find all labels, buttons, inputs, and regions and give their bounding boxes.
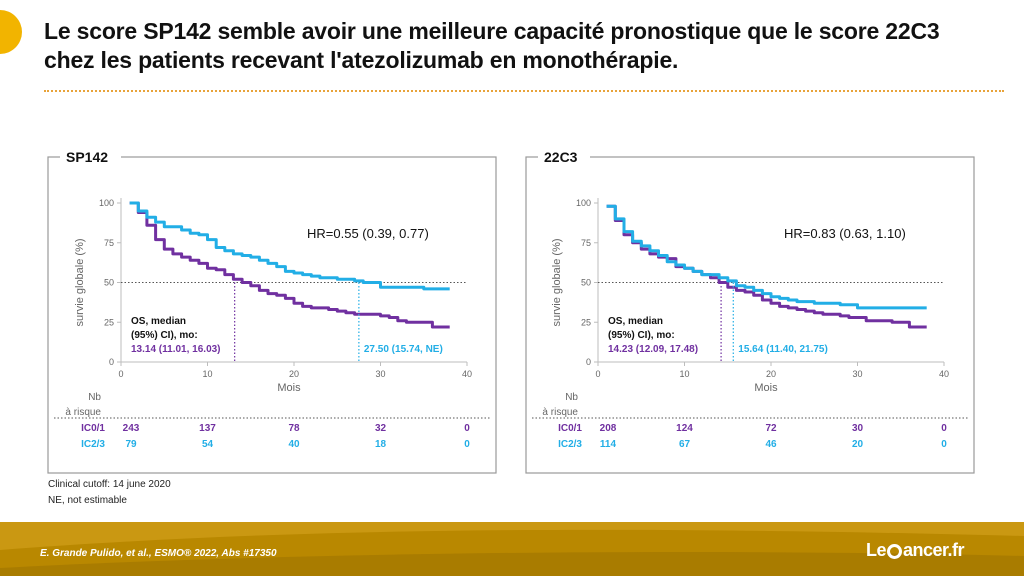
- x-tick-label-sp142: 10: [202, 369, 212, 379]
- y-axis-label-22c3: survie globale (%): [551, 238, 563, 326]
- risk-count-ic01-22c3: 208: [600, 423, 617, 434]
- corner-accent-circle: [0, 10, 22, 54]
- km-curve-ic01-sp142: [129, 201, 450, 329]
- x-axis-label-22c3: Mois: [754, 382, 778, 394]
- x-axis-label-sp142: Mois: [277, 382, 301, 394]
- risk-header-line2-22c3: à risque: [542, 407, 578, 418]
- y-tick-label-sp142: 100: [99, 198, 114, 208]
- risk-count-ic01-sp142: 0: [464, 423, 470, 434]
- brand-prefix: Le: [866, 540, 887, 560]
- y-tick-label-22c3: 75: [581, 238, 591, 248]
- y-tick-label-22c3: 0: [586, 357, 591, 367]
- x-tick-label-22c3: 10: [679, 369, 689, 379]
- title-divider: [44, 90, 1004, 92]
- footnote-cutoff: Clinical cutoff: 14 june 2020: [48, 479, 171, 490]
- risk-row-label-ic01-sp142: IC0/1: [81, 423, 105, 434]
- hr-label-22c3: HR=0.83 (0.63, 1.10): [784, 226, 906, 241]
- median-value-ic01-sp142: 13.14 (11.01, 16.03): [131, 344, 221, 355]
- chart-title-sp142: SP142: [66, 149, 108, 165]
- km-curve-ic23-22c3: [606, 204, 927, 310]
- x-tick-label-22c3: 40: [939, 369, 949, 379]
- y-tick-label-22c3: 50: [581, 278, 591, 288]
- risk-count-ic01-sp142: 243: [123, 423, 140, 434]
- y-tick-label-22c3: 100: [576, 198, 591, 208]
- risk-header-line2-sp142: à risque: [65, 407, 101, 418]
- y-tick-label-sp142: 50: [104, 278, 114, 288]
- x-tick-label-sp142: 20: [289, 369, 299, 379]
- hr-label-sp142: HR=0.55 (0.39, 0.77): [307, 226, 429, 241]
- median-title-line1-sp142: OS, median: [131, 316, 186, 327]
- x-tick-label-sp142: 40: [462, 369, 472, 379]
- risk-count-ic23-22c3: 67: [679, 439, 691, 450]
- y-tick-label-sp142: 25: [104, 317, 114, 327]
- risk-count-ic01-sp142: 78: [288, 423, 300, 434]
- risk-count-ic23-22c3: 0: [941, 439, 947, 450]
- risk-count-ic01-22c3: 124: [676, 423, 693, 434]
- risk-row-label-ic23-sp142: IC2/3: [81, 439, 105, 450]
- risk-count-ic23-22c3: 46: [765, 439, 777, 450]
- x-tick-label-22c3: 30: [852, 369, 862, 379]
- chart-frame-sp142: [47, 156, 497, 474]
- chart-title-22c3: 22C3: [544, 149, 578, 165]
- brand-c-icon: [887, 544, 903, 559]
- median-title-line1-22c3: OS, median: [608, 316, 663, 327]
- x-tick-label-22c3: 0: [595, 369, 600, 379]
- risk-count-ic23-sp142: 40: [288, 439, 300, 450]
- footnote-ne: NE, not estimable: [48, 495, 127, 506]
- risk-count-ic01-22c3: 0: [941, 423, 947, 434]
- median-value-ic23-22c3: 15.64 (11.40, 21.75): [738, 344, 828, 355]
- km-curve-ic23-sp142: [129, 201, 450, 291]
- footer-band: [0, 522, 1024, 576]
- citation: E. Grande Pulido, et al., ESMO® 2022, Ab…: [40, 548, 277, 559]
- slide-title: Le score SP142 semble avoir une meilleur…: [44, 18, 940, 73]
- y-tick-label-sp142: 75: [104, 238, 114, 248]
- risk-count-ic23-22c3: 114: [600, 439, 617, 450]
- brand-logo: Le ancer.fr: [866, 540, 965, 561]
- y-axis-label-sp142: survie globale (%): [74, 238, 86, 326]
- chart-title-bg-sp142: [60, 148, 121, 166]
- median-value-ic23-sp142: 27.50 (15.74, NE): [364, 344, 443, 355]
- risk-count-ic23-sp142: 0: [464, 439, 470, 450]
- chart-frame-22c3: [525, 156, 975, 474]
- risk-count-ic23-sp142: 54: [202, 439, 214, 450]
- risk-count-ic01-sp142: 32: [375, 423, 387, 434]
- risk-header-line1-sp142: Nb: [88, 392, 101, 403]
- median-title-line2-22c3: (95%) CI), mo:: [608, 330, 675, 341]
- risk-count-ic01-22c3: 30: [852, 423, 864, 434]
- risk-count-ic23-22c3: 20: [852, 439, 864, 450]
- y-tick-label-22c3: 25: [581, 317, 591, 327]
- risk-header-line1-22c3: Nb: [565, 392, 578, 403]
- risk-count-ic01-sp142: 137: [199, 423, 216, 434]
- median-title-line2-sp142: (95%) CI), mo:: [131, 330, 198, 341]
- y-tick-label-sp142: 0: [109, 357, 114, 367]
- chart-title-bg-22c3: [538, 148, 590, 166]
- risk-count-ic23-sp142: 79: [125, 439, 137, 450]
- risk-count-ic01-22c3: 72: [765, 423, 777, 434]
- x-tick-label-22c3: 20: [766, 369, 776, 379]
- risk-count-ic23-sp142: 18: [375, 439, 387, 450]
- median-value-ic01-22c3: 14.23 (12.09, 17.48): [608, 344, 698, 355]
- risk-row-label-ic01-22c3: IC0/1: [558, 423, 582, 434]
- risk-row-label-ic23-22c3: IC2/3: [558, 439, 582, 450]
- brand-suffix: ancer.fr: [903, 540, 965, 560]
- x-tick-label-sp142: 30: [375, 369, 385, 379]
- x-tick-label-sp142: 0: [118, 369, 123, 379]
